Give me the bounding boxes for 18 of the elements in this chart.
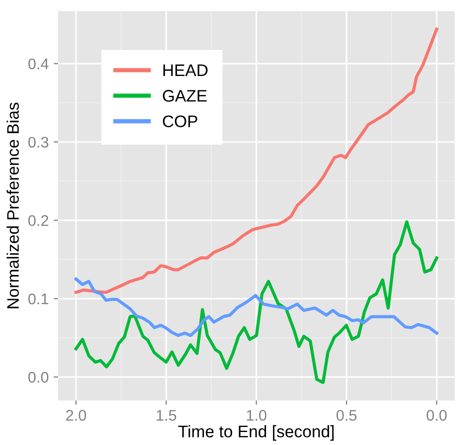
line-series bbox=[74, 278, 438, 338]
x-tick-label: 1.5 bbox=[156, 410, 176, 421]
x-tick-label: 1.0 bbox=[246, 410, 266, 421]
legend-label: GAZE bbox=[162, 90, 207, 102]
x-axis-title: Time to End [second] bbox=[178, 425, 334, 441]
y-tick-label: 0.1 bbox=[28, 294, 48, 304]
legend-label: HEAD bbox=[163, 64, 208, 76]
y-axis-title: Normalized Preference Bias bbox=[6, 102, 19, 308]
y-tick-label: 0.3 bbox=[28, 136, 48, 148]
y-tick-label: 0.2 bbox=[28, 215, 48, 226]
x-tick-label: 0.5 bbox=[336, 410, 357, 421]
x-tick-label: 0.0 bbox=[426, 410, 447, 421]
line-series bbox=[74, 28, 438, 294]
legend-label: COP bbox=[162, 115, 198, 128]
y-tick-label: 0.0 bbox=[28, 372, 48, 383]
y-tick-label: 0.4 bbox=[28, 58, 49, 70]
x-tick-label: 2.0 bbox=[66, 410, 86, 421]
line-series bbox=[74, 220, 438, 384]
